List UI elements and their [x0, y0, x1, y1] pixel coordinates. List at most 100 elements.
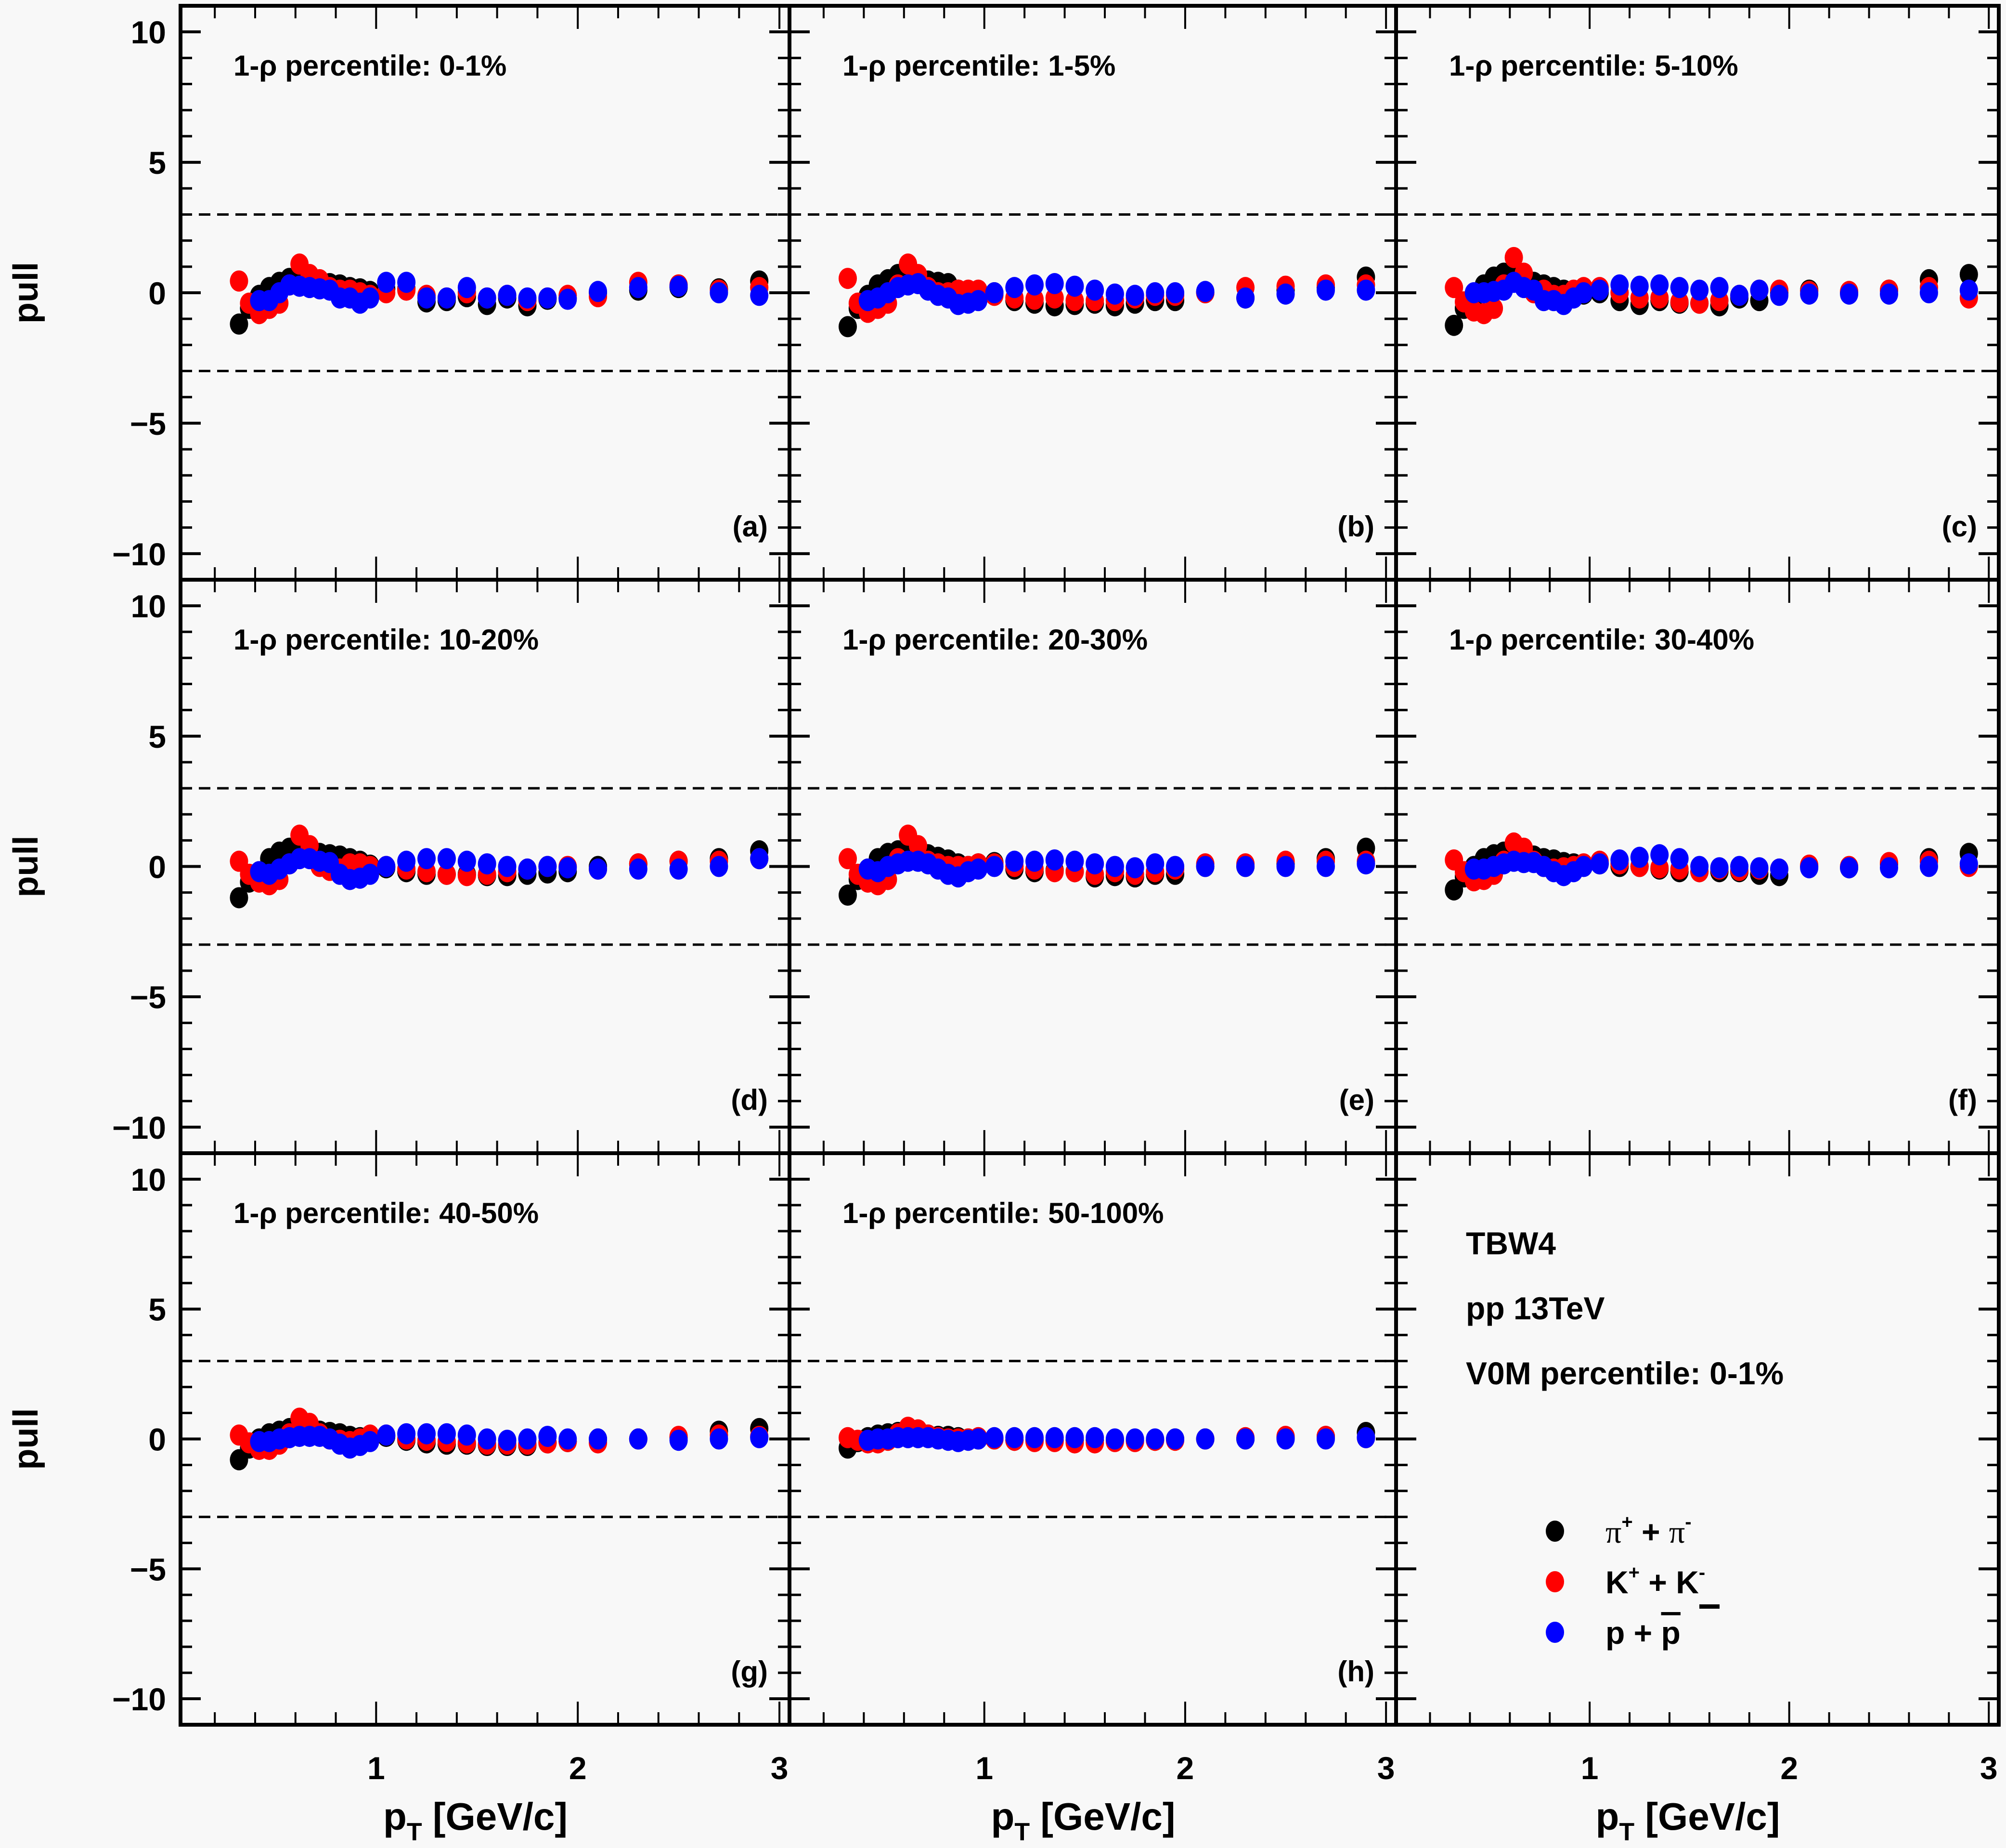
legend-sup: -: [1685, 1511, 1691, 1533]
data-point-p: [361, 287, 379, 309]
data-point-p: [437, 848, 456, 870]
x-tick-label: 3: [771, 1750, 789, 1786]
legend-label-pi: π+ + π-: [1605, 1511, 1692, 1550]
data-point-p: [1357, 279, 1375, 301]
data-point-p: [1065, 1427, 1084, 1448]
data-point-p: [1959, 279, 1978, 301]
panel-g: 1-ρ percentile: 40-50% (g): [179, 1151, 791, 1727]
legend-label-second: K: [1676, 1564, 1699, 1600]
data-point-p: [1630, 846, 1649, 868]
data-point-p: [1146, 282, 1165, 303]
data-point-p: [1236, 1428, 1255, 1450]
data-point-p: [589, 858, 608, 880]
data-point-p: [1196, 281, 1215, 302]
data-point-p: [1770, 285, 1788, 306]
data-point-p: [478, 853, 496, 875]
data-point-p: [1105, 283, 1124, 305]
data-point-p: [437, 287, 456, 309]
data-point-K: [1445, 277, 1463, 299]
data-point-p: [669, 1430, 688, 1451]
data-point-p: [1276, 856, 1295, 877]
data-point-p: [1146, 853, 1165, 875]
data-point-p: [538, 287, 557, 309]
x-axis-title-unit: [GeV/c]: [422, 1795, 568, 1838]
panel-title: 1-ρ percentile: 40-50%: [233, 1197, 539, 1229]
panel-tag: (d): [731, 1084, 768, 1116]
legend-sup: +: [1629, 1562, 1640, 1583]
data-point-p: [1670, 848, 1689, 870]
data-point-p: [629, 1428, 647, 1450]
data-point-p: [1840, 283, 1859, 305]
data-point-K: [1485, 298, 1503, 319]
y-axis-title: pull: [7, 262, 45, 324]
x-tick-label: 2: [569, 1750, 587, 1786]
x-axis-title-sub: T: [1619, 1818, 1634, 1846]
panel-tag: (f): [1948, 1084, 1977, 1116]
panel-title: 1-ρ percentile: 50-100%: [842, 1197, 1164, 1229]
x-axis-title-p: p: [1596, 1795, 1619, 1838]
data-point-p: [1005, 277, 1024, 299]
x-tick-label: 1: [367, 1750, 385, 1786]
panel-e: 1-ρ percentile: 20-30% (e): [788, 578, 1398, 1155]
data-point-p: [417, 287, 436, 309]
data-point-p: [558, 288, 577, 310]
data-point-p: [710, 856, 728, 877]
y-tick-label: −5: [130, 1551, 166, 1587]
data-point-pi: [230, 313, 248, 335]
panel-f: 1-ρ percentile: 30-40% (f): [1394, 578, 2001, 1155]
data-point-p: [1650, 844, 1669, 866]
data-point-p: [1065, 850, 1084, 872]
x-axis-title-unit: [GeV/c]: [1634, 1795, 1780, 1838]
data-point-p: [1086, 853, 1104, 875]
data-point-p: [1879, 283, 1898, 305]
legend-label-main: π: [1605, 1515, 1621, 1550]
y-tick-label: 5: [148, 145, 166, 181]
legend-plus: +: [1633, 1514, 1669, 1549]
data-point-p: [377, 272, 396, 293]
data-point-p: [361, 1431, 379, 1452]
info-selection: V0M percentile: 0-1%: [1466, 1355, 1784, 1391]
data-point-p: [710, 282, 728, 303]
data-point-p: [669, 275, 688, 297]
panel-c: 1-ρ percentile: 5-10% (c): [1394, 4, 2001, 582]
data-point-p: [538, 856, 557, 877]
data-point-p: [361, 863, 379, 885]
data-point-p: [750, 285, 769, 306]
panel-d: 1-ρ percentile: 10-20% (d): [179, 578, 791, 1155]
x-tick-label: 3: [1377, 1750, 1395, 1786]
data-point-K: [230, 270, 248, 292]
data-point-p: [538, 1426, 557, 1447]
y-tick-label: 10: [131, 1162, 166, 1197]
panels-grid: 1-ρ percentile: 0-1% (a) 1-ρ percentile: 1…: [179, 4, 2001, 1727]
data-point-p: [1316, 1428, 1335, 1450]
x-tick-label: 3: [1980, 1750, 1998, 1786]
data-point-p: [1750, 279, 1769, 301]
data-point-p: [558, 857, 577, 879]
data-point-p: [1236, 856, 1255, 877]
panel-title: 1-ρ percentile: 5-10%: [1449, 50, 1738, 82]
data-point-p: [1045, 273, 1064, 295]
data-point-p: [1730, 856, 1749, 877]
data-point-p: [969, 1428, 988, 1450]
data-point-p: [1800, 857, 1819, 879]
data-point-p: [457, 277, 476, 299]
data-point-p: [377, 1424, 396, 1446]
panel-h: 1-ρ percentile: 50-100% (h): [788, 1151, 1398, 1727]
data-point-p: [1005, 1427, 1024, 1448]
data-point-p: [1196, 1428, 1215, 1450]
legend-marker-K: [1546, 1571, 1564, 1592]
data-point-K: [838, 268, 857, 289]
panel-title: 1-ρ percentile: 0-1%: [233, 50, 506, 82]
panel-title: 1-ρ percentile: 10-20%: [233, 624, 539, 656]
data-point-p: [629, 277, 647, 299]
legend-marker-pi: [1546, 1521, 1564, 1542]
data-point-p: [558, 1428, 577, 1450]
data-point-p: [1574, 856, 1593, 877]
data-point-p: [457, 1424, 476, 1446]
data-point-p: [1590, 853, 1609, 875]
legend-plus: +: [1640, 1564, 1676, 1600]
data-point-p: [1690, 856, 1709, 877]
legend-sup: +: [1621, 1511, 1632, 1533]
data-point-p: [1879, 857, 1898, 879]
